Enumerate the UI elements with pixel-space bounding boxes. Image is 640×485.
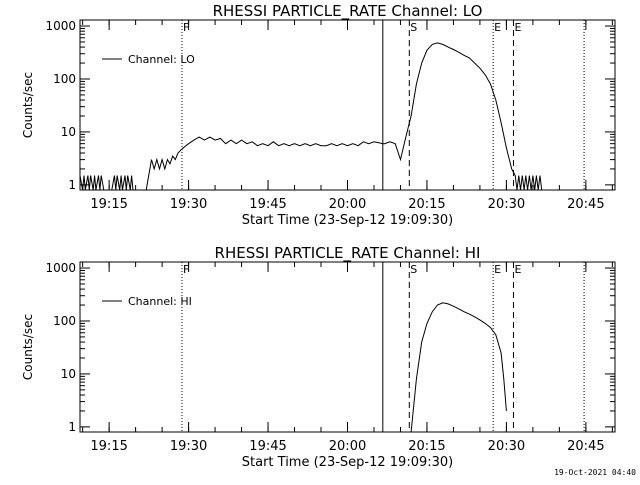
event-marker-label: E — [494, 263, 501, 276]
y-tick-label: 1000 — [45, 19, 76, 33]
legend-label: Channel: LO — [128, 53, 195, 66]
x-tick-label: 20:30 — [488, 197, 525, 212]
y-axis-label: Counts/sec — [21, 314, 35, 380]
legend-label: Channel: HI — [128, 295, 192, 308]
event-marker-label: S — [410, 21, 417, 34]
x-tick-label: 20:15 — [408, 197, 445, 212]
event-marker-label: E — [514, 21, 521, 34]
chart-title: RHESSI PARTICLE_RATE Channel: LO — [213, 2, 483, 21]
x-axis-label: Start Time (23-Sep-12 19:09:30) — [242, 213, 453, 228]
y-tick-label: 10 — [61, 125, 76, 139]
x-tick-label: 19:30 — [170, 439, 207, 454]
chart-panel-1: RHESSI PARTICLE_RATE Channel: LO Counts/s… — [21, 2, 616, 228]
x-tick-label: 19:15 — [90, 439, 127, 454]
y-tick-label: 100 — [53, 72, 76, 86]
footer-timestamp: 19-Oct-2021 04:40 — [554, 468, 636, 477]
x-tick-label: 19:45 — [249, 197, 286, 212]
event-marker-label: F — [183, 263, 189, 276]
y-tick-label: 10 — [61, 367, 76, 381]
y-tick-label: 100 — [53, 314, 76, 328]
plot-frame — [79, 261, 616, 433]
series-line — [79, 42, 543, 191]
series-line — [410, 302, 507, 433]
event-marker-label: E — [514, 263, 521, 276]
y-axis-label: Counts/sec — [21, 72, 35, 138]
x-tick-label: 19:15 — [90, 197, 127, 212]
event-marker-label: F — [183, 21, 189, 34]
y-tick-label: 1 — [68, 178, 76, 192]
chart-title: RHESSI PARTICLE_RATE Channel: HI — [215, 244, 481, 263]
x-axis-label: Start Time (23-Sep-12 19:09:30) — [242, 455, 453, 470]
x-tick-label: 20:45 — [567, 197, 604, 212]
y-tick-label: 1000 — [45, 261, 76, 275]
x-tick-label: 20:00 — [329, 439, 366, 454]
y-tick-label: 1 — [68, 420, 76, 434]
x-tick-label: 19:30 — [170, 197, 207, 212]
chart-panel-2: RHESSI PARTICLE_RATE Channel: HI Counts/s… — [21, 244, 616, 470]
event-marker-label: S — [410, 263, 417, 276]
x-tick-label: 20:30 — [488, 439, 525, 454]
event-marker-label: E — [494, 21, 501, 34]
x-tick-label: 20:45 — [567, 439, 604, 454]
x-tick-label: 20:15 — [408, 439, 445, 454]
x-tick-label: 20:00 — [329, 197, 366, 212]
x-tick-label: 19:45 — [249, 439, 286, 454]
